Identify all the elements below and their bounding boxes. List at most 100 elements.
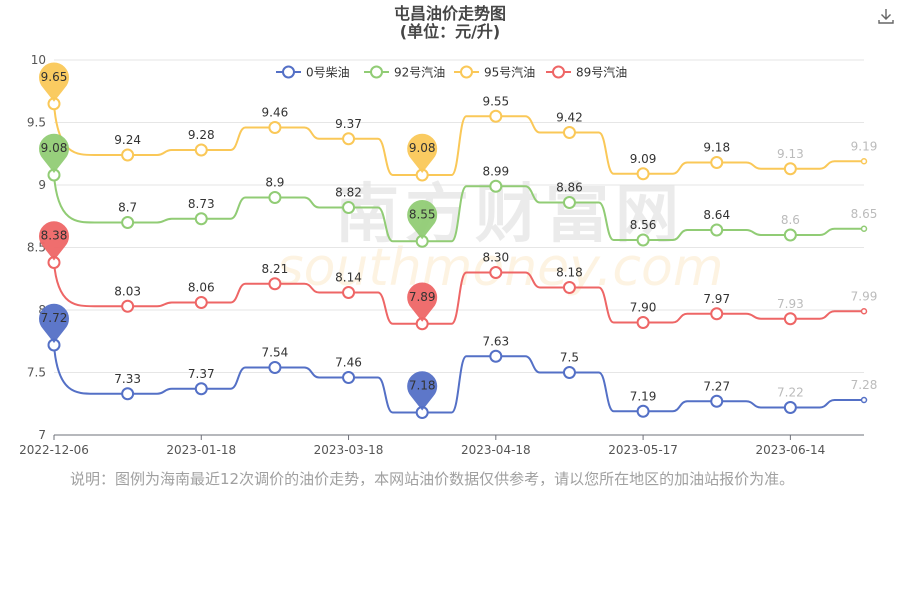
data-label: 9.37 bbox=[335, 117, 362, 131]
data-point[interactable] bbox=[562, 126, 576, 139]
legend[interactable]: 0号柴油 92号汽油 95号汽油 89号汽油 bbox=[276, 65, 627, 80]
data-label: 7.19 bbox=[630, 389, 657, 403]
data-point[interactable] bbox=[860, 225, 868, 232]
series-lines bbox=[47, 97, 868, 419]
chart-subtitle: (单位：元/升) bbox=[400, 22, 500, 41]
data-label: 7.46 bbox=[335, 356, 362, 370]
data-point[interactable] bbox=[710, 307, 724, 321]
series-0 bbox=[47, 338, 868, 419]
data-point[interactable] bbox=[860, 158, 868, 165]
data-point[interactable] bbox=[710, 156, 724, 169]
y-tick-label: 7.5 bbox=[27, 366, 46, 380]
series-line bbox=[53, 174, 864, 243]
data-label: 7.37 bbox=[188, 367, 215, 381]
data-point[interactable] bbox=[860, 308, 868, 315]
x-tick-label: 2023-01-18 bbox=[166, 443, 236, 457]
data-label: 8.56 bbox=[630, 218, 657, 232]
extreme-pin[interactable]: 7.89 bbox=[407, 282, 438, 322]
data-point[interactable] bbox=[489, 179, 503, 193]
data-point[interactable] bbox=[489, 109, 503, 123]
data-label: 8.99 bbox=[482, 164, 509, 178]
data-label: 8.6 bbox=[781, 213, 800, 227]
data-point[interactable] bbox=[121, 216, 135, 229]
axes: 77.588.599.5102022-12-062023-01-182023-0… bbox=[19, 53, 864, 457]
extreme-pin[interactable]: 9.65 bbox=[39, 62, 69, 102]
data-point[interactable] bbox=[783, 228, 797, 242]
data-point[interactable] bbox=[342, 132, 356, 146]
data-point[interactable] bbox=[783, 162, 797, 176]
pin-shape bbox=[39, 303, 69, 343]
data-label: 7.27 bbox=[703, 379, 730, 393]
extreme-pin[interactable]: 7.18 bbox=[407, 371, 438, 411]
legend-item-3[interactable]: 89号汽油 bbox=[546, 65, 627, 80]
data-point[interactable] bbox=[268, 121, 282, 134]
legend-item-0[interactable]: 0号柴油 bbox=[276, 65, 350, 80]
data-label: 9.55 bbox=[482, 94, 509, 108]
pin-label: 9.65 bbox=[41, 70, 68, 84]
legend-item-2[interactable]: 95号汽油 bbox=[454, 65, 535, 80]
data-label: 8.30 bbox=[482, 251, 509, 265]
data-label: 7.5 bbox=[560, 351, 579, 365]
pin-label: 7.72 bbox=[41, 311, 68, 325]
data-point[interactable] bbox=[268, 361, 282, 374]
data-label: 7.22 bbox=[777, 386, 804, 400]
data-label: 9.18 bbox=[703, 141, 730, 155]
data-point[interactable] bbox=[489, 349, 503, 363]
data-point[interactable] bbox=[121, 387, 135, 401]
data-point[interactable] bbox=[636, 167, 650, 181]
data-label: 8.7 bbox=[118, 201, 137, 215]
data-point[interactable] bbox=[268, 191, 282, 204]
data-label: 8.65 bbox=[851, 207, 878, 221]
data-label: 8.9 bbox=[265, 176, 284, 190]
extreme-pin[interactable]: 8.38 bbox=[39, 221, 69, 261]
data-point[interactable] bbox=[121, 148, 135, 162]
data-label: 8.82 bbox=[335, 186, 362, 200]
chart-note: 说明：图例为海南最近12次调价的油价走势，本网站油价数据仅供参考，请以您所在地区… bbox=[70, 470, 795, 488]
data-point[interactable] bbox=[636, 404, 650, 418]
data-point[interactable] bbox=[194, 143, 208, 157]
pin-shape bbox=[407, 282, 438, 322]
data-point[interactable] bbox=[562, 196, 576, 209]
pin-label: 7.89 bbox=[409, 290, 436, 304]
data-point[interactable] bbox=[860, 396, 868, 404]
extreme-pin[interactable]: 9.08 bbox=[407, 133, 438, 173]
data-point[interactable] bbox=[636, 316, 650, 329]
legend-marker bbox=[460, 65, 473, 79]
data-point[interactable] bbox=[194, 296, 208, 309]
data-point[interactable] bbox=[194, 212, 208, 226]
data-point[interactable] bbox=[342, 201, 356, 214]
grid bbox=[54, 59, 864, 373]
data-label: 7.54 bbox=[262, 346, 289, 360]
y-tick-label: 9.5 bbox=[27, 116, 46, 130]
data-point[interactable] bbox=[342, 371, 356, 384]
data-point[interactable] bbox=[489, 266, 503, 279]
data-point[interactable] bbox=[562, 366, 576, 379]
data-point[interactable] bbox=[194, 382, 208, 396]
data-label: 7.28 bbox=[851, 378, 878, 392]
data-point[interactable] bbox=[562, 281, 576, 294]
data-label: 8.06 bbox=[188, 281, 215, 295]
series-3 bbox=[47, 256, 868, 331]
data-point[interactable] bbox=[783, 401, 797, 414]
extreme-pin[interactable]: 9.08 bbox=[39, 133, 69, 173]
legend-marker bbox=[552, 65, 565, 79]
legend-item-1[interactable]: 92号汽油 bbox=[364, 65, 445, 80]
data-point[interactable] bbox=[268, 277, 282, 291]
pin-shape bbox=[407, 371, 438, 411]
data-point[interactable] bbox=[710, 394, 724, 408]
extreme-pin[interactable]: 8.55 bbox=[407, 200, 438, 240]
data-point[interactable] bbox=[783, 312, 797, 326]
data-label: 8.14 bbox=[335, 271, 362, 285]
legend-label: 0号柴油 bbox=[306, 66, 350, 80]
download-icon[interactable] bbox=[876, 6, 896, 26]
data-point[interactable] bbox=[121, 299, 135, 313]
extreme-pin[interactable]: 7.72 bbox=[39, 303, 69, 343]
data-label: 7.93 bbox=[777, 297, 804, 311]
data-point[interactable] bbox=[636, 233, 650, 247]
data-point[interactable] bbox=[342, 286, 356, 299]
data-label: 9.19 bbox=[851, 139, 878, 153]
series-line bbox=[53, 103, 864, 176]
data-point[interactable] bbox=[710, 223, 724, 237]
data-label: 7.90 bbox=[630, 301, 657, 315]
data-label: 8.64 bbox=[703, 208, 730, 222]
